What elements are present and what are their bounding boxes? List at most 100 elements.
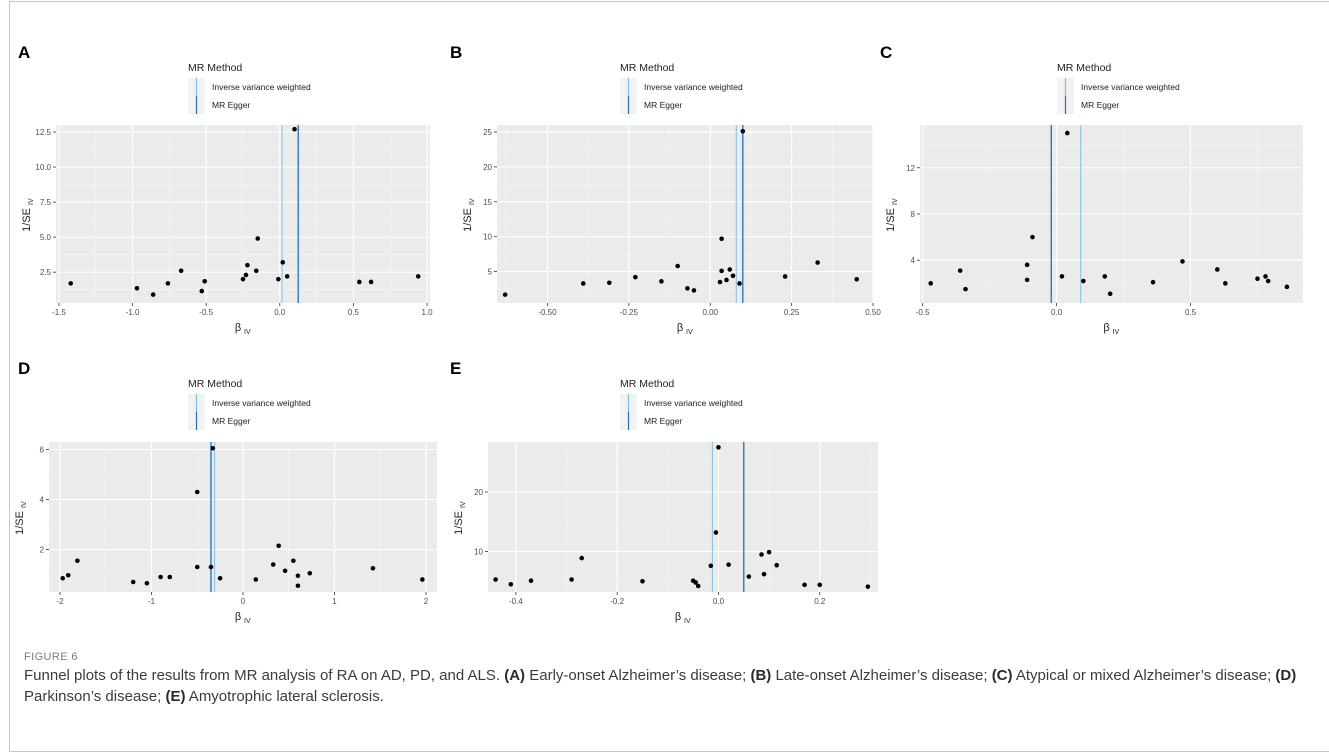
data-point xyxy=(717,279,723,285)
y-axis-label-subscript: IV xyxy=(28,198,35,205)
x-axis-label: β xyxy=(235,611,241,623)
y-axis-label: 1/SE xyxy=(453,511,465,535)
panel-label: E xyxy=(450,359,461,378)
funnel-plot-c: C MR Method Inverse variance weighted MR Eg… xyxy=(880,40,1320,345)
legend-entry: MR Egger xyxy=(644,416,682,426)
y-axis-label-group: 1/SE IV xyxy=(453,501,467,535)
panel-label: D xyxy=(18,359,30,378)
x-axis-label: β xyxy=(675,611,681,623)
data-point xyxy=(199,288,205,294)
data-point xyxy=(508,581,514,587)
legend-entry: MR Egger xyxy=(212,100,250,110)
y-tick-label: 4 xyxy=(911,256,916,265)
data-point xyxy=(802,582,807,588)
data-point xyxy=(295,583,301,589)
data-point xyxy=(280,260,286,265)
y-tick-label: 5 xyxy=(488,268,493,277)
data-point xyxy=(719,236,724,242)
data-point xyxy=(1030,234,1035,240)
data-point xyxy=(292,126,297,132)
legend-entry: Inverse variance weighted xyxy=(212,398,311,408)
data-point xyxy=(295,573,301,579)
data-point xyxy=(1024,277,1030,283)
caption-panel-ref: (E) xyxy=(165,688,186,705)
y-axis-label-group: 1/SE IV xyxy=(885,198,899,232)
x-tick-label: 1 xyxy=(332,597,337,606)
data-point xyxy=(144,580,150,586)
x-axis-label: β xyxy=(1103,322,1109,334)
data-point xyxy=(815,260,820,265)
x-tick-label: 0.0 xyxy=(1051,308,1063,317)
data-point xyxy=(1223,281,1228,286)
y-axis-label-subscript: IV xyxy=(460,501,467,508)
data-point xyxy=(716,445,721,450)
data-point xyxy=(719,268,724,274)
data-point xyxy=(1150,279,1156,285)
x-tick-label: 1.0 xyxy=(421,308,433,317)
y-tick-label: 25 xyxy=(483,128,492,137)
y-tick-label: 12.5 xyxy=(35,128,51,137)
data-point xyxy=(276,543,281,549)
legend-entry: Inverse variance weighted xyxy=(212,82,311,92)
data-point xyxy=(65,572,71,578)
data-point xyxy=(194,489,200,495)
data-point xyxy=(202,278,208,284)
legend-title: MR Method xyxy=(188,378,242,390)
data-point xyxy=(134,285,140,291)
x-tick-label: 0.0 xyxy=(274,308,286,317)
x-tick-label: 2 xyxy=(424,597,429,606)
y-tick-label: 5.0 xyxy=(40,233,52,242)
chart-svg: C MR Method Inverse variance weighted MR Eg… xyxy=(880,43,1303,336)
y-tick-label: 6 xyxy=(40,446,45,455)
x-tick-label: -0.50 xyxy=(538,308,557,317)
data-point xyxy=(640,578,645,584)
data-point xyxy=(607,280,612,286)
y-axis-label: 1/SE xyxy=(462,208,474,232)
legend-entry: Inverse variance weighted xyxy=(644,82,743,92)
legend-entry: Inverse variance weighted xyxy=(1081,82,1180,92)
data-point xyxy=(255,236,261,241)
panel-label: C xyxy=(880,43,892,62)
data-point xyxy=(368,279,374,285)
y-axis-label-subscript: IV xyxy=(21,501,28,508)
caption-panel-ref: (D) xyxy=(1275,667,1297,684)
data-point xyxy=(1214,267,1220,272)
figure-label: FIGURE 6 xyxy=(24,651,78,663)
data-point xyxy=(165,281,171,286)
data-point xyxy=(1107,291,1113,297)
data-point xyxy=(726,562,731,567)
panel-label: A xyxy=(18,43,30,62)
x-tick-label: -1.0 xyxy=(126,308,140,317)
data-point xyxy=(68,281,74,286)
data-point xyxy=(502,292,508,297)
x-tick-label: -0.25 xyxy=(620,308,639,317)
x-tick-label: 0.50 xyxy=(865,308,881,317)
chart-svg: E MR Method Inverse variance weighted MR Eg… xyxy=(450,359,878,625)
data-point xyxy=(737,281,742,286)
legend-entry: Inverse variance weighted xyxy=(644,398,743,408)
caption-text-segment: Funnel plots of the results from MR anal… xyxy=(24,667,505,684)
data-point xyxy=(730,273,736,279)
x-tick-label: 0.00 xyxy=(702,308,718,317)
y-tick-label: 2.5 xyxy=(40,268,52,277)
data-point xyxy=(928,281,934,286)
data-point xyxy=(245,262,250,268)
data-point xyxy=(253,268,259,274)
y-axis-label: 1/SE xyxy=(21,208,33,232)
data-point xyxy=(282,568,288,574)
data-point xyxy=(217,575,223,581)
x-tick-label: -0.5 xyxy=(199,308,213,317)
plot-panel-background xyxy=(497,125,873,303)
data-point xyxy=(276,276,281,282)
caption-text-segment: Parkinson’s disease; xyxy=(24,688,166,705)
funnel-plot-e: E MR Method Inverse variance weighted MR Eg… xyxy=(450,356,880,636)
x-tick-label: 0.0 xyxy=(713,597,725,606)
caption-panel-ref: (A) xyxy=(504,667,526,684)
data-point xyxy=(782,274,788,279)
data-point xyxy=(1265,278,1271,284)
data-point xyxy=(60,575,66,581)
x-tick-label: 0.2 xyxy=(814,597,826,606)
data-point xyxy=(865,584,871,589)
caption-panel-ref: (B) xyxy=(750,667,772,684)
data-point xyxy=(1059,274,1065,279)
